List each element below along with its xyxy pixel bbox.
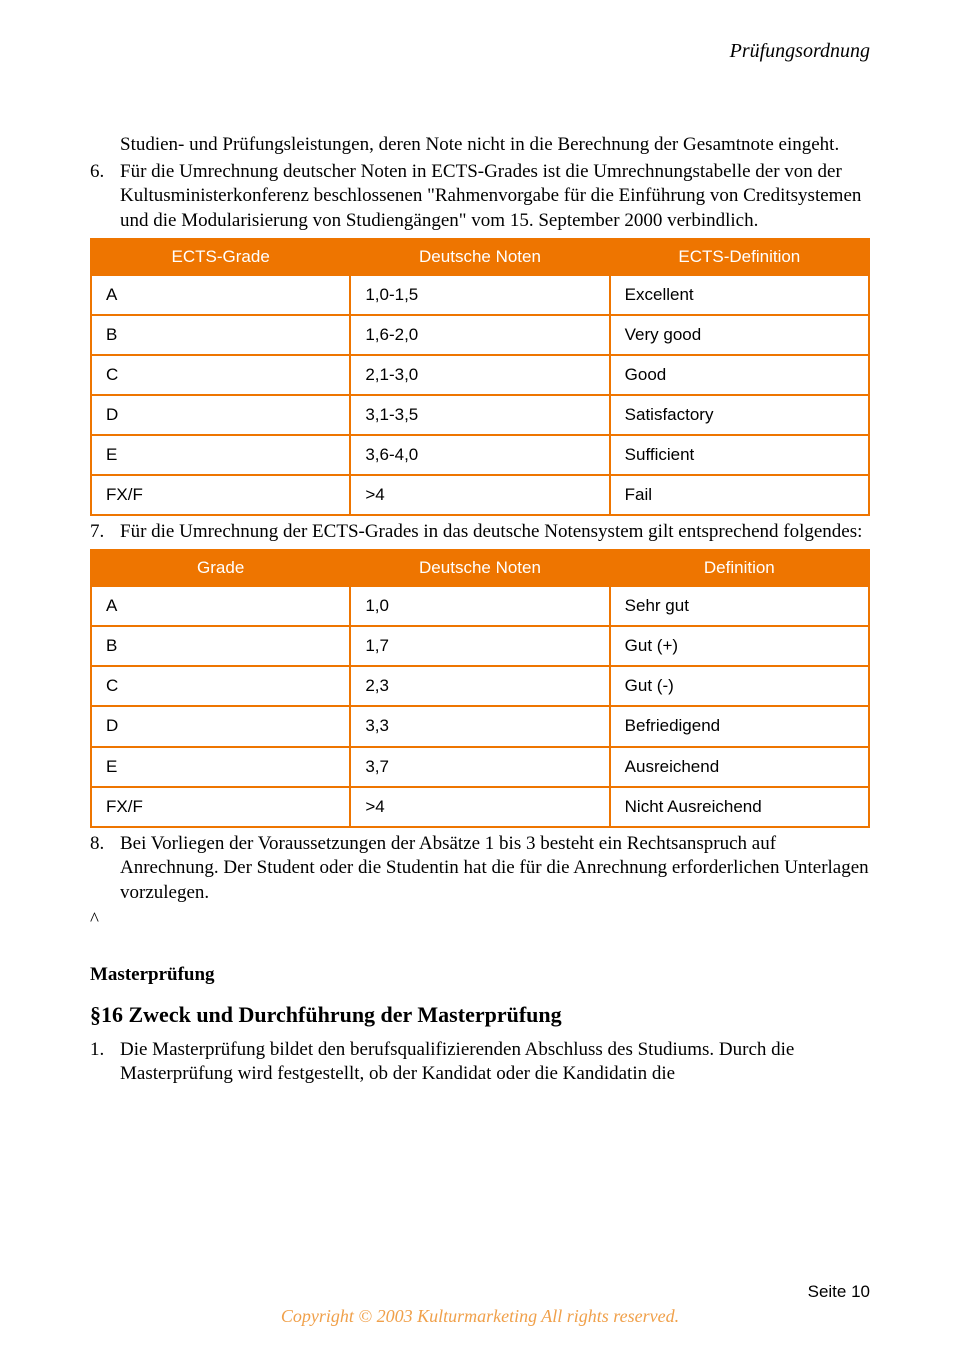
pre-text: Studien- und Prüfungsleistungen, deren N…	[120, 133, 870, 158]
list-text: Für die Umrechnung deutscher Noten in EC…	[120, 160, 870, 234]
table-row: A 1,0-1,5 Excellent	[91, 275, 869, 315]
table-header: Deutsche Noten	[350, 550, 609, 586]
table-row: FX/F >4 Nicht Ausreichend	[91, 787, 869, 827]
table-cell: FX/F	[91, 475, 350, 515]
table-cell: 2,3	[350, 666, 609, 706]
table-cell: 1,6-2,0	[350, 315, 609, 355]
table-cell: 1,0	[350, 586, 609, 626]
table-cell: Befriedigend	[610, 706, 869, 746]
table-cell: Satisfactory	[610, 395, 869, 435]
page-number: Seite 10	[90, 1282, 870, 1302]
table-header: Grade	[91, 550, 350, 586]
table-header: Definition	[610, 550, 869, 586]
continuation-text: Studien- und Prüfungsleistungen, deren N…	[90, 133, 870, 158]
table-row: D 3,3 Befriedigend	[91, 706, 869, 746]
body-content: Studien- und Prüfungsleistungen, deren N…	[90, 133, 870, 1087]
table-cell: B	[91, 626, 350, 666]
table-row: C 2,3 Gut (-)	[91, 666, 869, 706]
subsection-heading: §16 Zweck und Durchführung der Masterprü…	[90, 1001, 870, 1030]
list-number: 7.	[90, 520, 120, 545]
table-cell: B	[91, 315, 350, 355]
table-cell: 3,7	[350, 747, 609, 787]
page-footer: Seite 10 Copyright © 2003 Kulturmarketin…	[90, 1282, 870, 1327]
table-cell: 1,7	[350, 626, 609, 666]
table-cell: Very good	[610, 315, 869, 355]
copyright-text: Copyright © 2003 Kulturmarketing All rig…	[90, 1306, 870, 1327]
ects-to-german-table: ECTS-Grade Deutsche Noten ECTS-Definitio…	[90, 238, 870, 517]
table-cell: Sehr gut	[610, 586, 869, 626]
table-cell: 1,0-1,5	[350, 275, 609, 315]
table-cell: Excellent	[610, 275, 869, 315]
table-header: ECTS-Grade	[91, 239, 350, 275]
table-cell: A	[91, 275, 350, 315]
table-cell: Ausreichend	[610, 747, 869, 787]
list-text: Die Masterprüfung bildet den berufsquali…	[120, 1038, 870, 1087]
list-number: 1.	[90, 1038, 120, 1087]
table-row: B 1,7 Gut (+)	[91, 626, 869, 666]
table-row: C 2,1-3,0 Good	[91, 355, 869, 395]
table-cell: C	[91, 666, 350, 706]
table-row: FX/F >4 Fail	[91, 475, 869, 515]
table-cell: Fail	[610, 475, 869, 515]
table-cell: D	[91, 706, 350, 746]
list-item-6: 6. Für die Umrechnung deutscher Noten in…	[90, 160, 870, 234]
table-header: ECTS-Definition	[610, 239, 869, 275]
table-cell: E	[91, 435, 350, 475]
table-row: D 3,1-3,5 Satisfactory	[91, 395, 869, 435]
table-cell: >4	[350, 787, 609, 827]
list-item-1-section16: 1. Die Masterprüfung bildet den berufsqu…	[90, 1038, 870, 1087]
table-cell: Nicht Ausreichend	[610, 787, 869, 827]
table-cell: C	[91, 355, 350, 395]
list-text: Bei Vorliegen der Voraussetzungen der Ab…	[120, 832, 870, 906]
table-cell: Gut (+)	[610, 626, 869, 666]
table-cell: Gut (-)	[610, 666, 869, 706]
table-cell: >4	[350, 475, 609, 515]
german-to-ects-table: Grade Deutsche Noten Definition A 1,0 Se…	[90, 549, 870, 828]
table-row: E 3,6-4,0 Sufficient	[91, 435, 869, 475]
table-cell: 2,1-3,0	[350, 355, 609, 395]
table-cell: 3,3	[350, 706, 609, 746]
table-cell: 3,6-4,0	[350, 435, 609, 475]
table-row: B 1,6-2,0 Very good	[91, 315, 869, 355]
page-header-title: Prüfungsordnung	[90, 40, 870, 63]
table-cell: FX/F	[91, 787, 350, 827]
table-cell: A	[91, 586, 350, 626]
list-text: Für die Umrechnung der ECTS-Grades in da…	[120, 520, 870, 545]
table-row: E 3,7 Ausreichend	[91, 747, 869, 787]
table-header: Deutsche Noten	[350, 239, 609, 275]
section-heading: Masterprüfung	[90, 963, 870, 988]
table-row: A 1,0 Sehr gut	[91, 586, 869, 626]
table-cell: D	[91, 395, 350, 435]
table-cell: Good	[610, 355, 869, 395]
list-item-8: 8. Bei Vorliegen der Voraussetzungen der…	[90, 832, 870, 906]
list-item-7: 7. Für die Umrechnung der ECTS-Grades in…	[90, 520, 870, 545]
list-number: 8.	[90, 832, 120, 906]
list-number: 6.	[90, 160, 120, 234]
table-cell: E	[91, 747, 350, 787]
caret-symbol: ^	[90, 908, 870, 933]
table-cell: 3,1-3,5	[350, 395, 609, 435]
table-cell: Sufficient	[610, 435, 869, 475]
